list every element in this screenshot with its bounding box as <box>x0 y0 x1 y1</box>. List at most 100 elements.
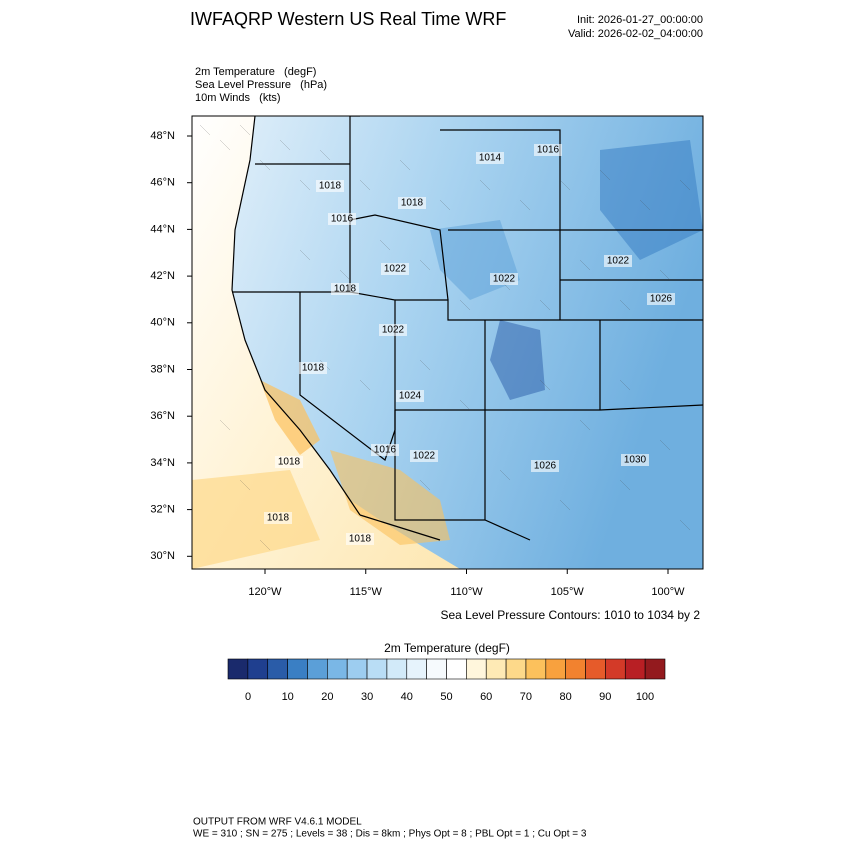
field-label: 10m Winds (kts) <box>195 92 281 104</box>
contour-label-box <box>604 255 632 267</box>
colorbar-tick-label: 80 <box>559 691 571 703</box>
contour-label-box <box>331 283 359 295</box>
colorbar-swatch <box>406 658 427 680</box>
lat-label: 48°N <box>150 130 175 142</box>
contour-label-box <box>264 512 292 524</box>
lat-label: 34°N <box>150 457 175 469</box>
lon-label: 110°W <box>450 586 483 598</box>
colorbar-swatch <box>386 658 408 680</box>
lat-label: 44°N <box>150 223 175 235</box>
colorbar-swatch <box>525 658 547 680</box>
contour-label-box <box>379 324 407 336</box>
contour-label: 1022 <box>607 256 630 267</box>
colorbar-swatch <box>327 658 348 680</box>
contour-label-box <box>316 180 344 192</box>
footer-line: WE = 310 ; SN = 275 ; Levels = 38 ; Dis … <box>193 829 587 840</box>
colorbar-swatch <box>545 658 566 680</box>
contour-label: 1018 <box>267 513 290 524</box>
valid-time: Valid: 2026-02-02_04:00:00 <box>568 28 703 40</box>
map-frame <box>191 115 704 570</box>
colorbar-swatch <box>644 658 666 680</box>
contour-label: 1018 <box>401 198 424 209</box>
contour-label: 1016 <box>537 145 560 156</box>
colorbar-tick-label: 20 <box>321 691 333 703</box>
colorbar-tick-label: 10 <box>282 691 294 703</box>
contour-label-box <box>534 144 562 156</box>
colorbar-swatch <box>585 658 606 680</box>
field-label: 2m Temperature (degF) <box>195 66 316 78</box>
lat-label: 42°N <box>150 270 175 282</box>
contour-label: 1026 <box>650 294 673 305</box>
contour-label: 1022 <box>413 451 436 462</box>
colorbar-tick-label: 30 <box>361 691 373 703</box>
contour-label: 1018 <box>319 181 342 192</box>
lat-label: 38°N <box>150 363 175 375</box>
colorbar-tick-label: 100 <box>636 691 654 703</box>
contour-label: 1016 <box>374 445 397 456</box>
contour-label: 1018 <box>278 457 301 468</box>
colorbar-swatch <box>485 658 507 680</box>
contour-label: 1014 <box>479 153 502 164</box>
contour-label: 1016 <box>331 214 354 225</box>
colorbar-swatch <box>505 658 527 680</box>
colorbar-title: 2m Temperature (degF) <box>384 641 510 655</box>
contour-label-box <box>275 456 303 468</box>
contour-label-box <box>346 533 374 545</box>
colorbar-tick-label: 50 <box>440 691 452 703</box>
contour-label: 1022 <box>493 274 516 285</box>
field-label: Sea Level Pressure (hPa) <box>195 79 327 91</box>
contour-label: 1018 <box>349 534 372 545</box>
colorbar-swatch <box>446 658 467 680</box>
colorbar-tick-label: 60 <box>480 691 492 703</box>
colorbar-swatch <box>307 658 328 680</box>
contour-label: 1026 <box>534 461 557 472</box>
colorbar-tick-label: 90 <box>599 691 611 703</box>
colorbar-swatch <box>605 658 626 680</box>
title: IWFAQRP Western US Real Time WRF <box>190 9 506 29</box>
contour-label-box <box>328 213 356 225</box>
lat-label: 36°N <box>150 410 175 422</box>
colorbar-swatch <box>366 658 388 680</box>
colorbar-swatch <box>346 658 368 680</box>
contour-label-box <box>531 460 559 472</box>
contour-label-box <box>299 362 327 374</box>
lat-label: 46°N <box>150 177 175 189</box>
init-time: Init: 2026-01-27_00:00:00 <box>577 14 703 26</box>
lon-label: 120°W <box>248 586 282 598</box>
colorbar-swatch <box>466 658 487 680</box>
contour-label-box <box>381 263 409 275</box>
colorbar-tick-label: 70 <box>520 691 532 703</box>
contour-label: 1018 <box>334 284 357 295</box>
contour-label-box <box>490 273 518 285</box>
contour-note: Sea Level Pressure Contours: 1010 to 103… <box>441 608 701 622</box>
lat-label: 30°N <box>150 550 175 562</box>
map: 1014 1016 1018 1018 1016 1022 1022 1022 1026 1018… <box>192 116 703 569</box>
colorbar-swatch <box>227 658 249 680</box>
colorbar-swatch <box>247 658 269 680</box>
contour-label: 1030 <box>624 455 647 466</box>
colorbar-swatch <box>267 658 288 680</box>
colorbar-swatch <box>426 658 447 680</box>
colorbar-tick-label: 0 <box>245 691 251 703</box>
contour-label: 1024 <box>399 391 422 402</box>
contour-label-box <box>410 450 438 462</box>
lon-label: 100°W <box>651 586 685 598</box>
lon-label: 115°W <box>350 586 383 598</box>
contour-label-box <box>647 293 675 305</box>
contour-label: 1022 <box>382 325 405 336</box>
lat-label: 32°N <box>150 504 175 516</box>
contour-label-box <box>476 152 504 164</box>
contour-label-box <box>621 454 649 466</box>
contour-label: 1022 <box>384 264 407 275</box>
colorbar-swatch <box>287 658 308 680</box>
colorbar-swatch <box>565 658 586 680</box>
contour-label: 1018 <box>302 363 325 374</box>
contour-label-box <box>396 390 424 402</box>
contour-label-box <box>371 444 399 456</box>
contour-label-box <box>398 197 426 209</box>
lon-label: 105°W <box>551 586 585 598</box>
colorbar-tick-label: 40 <box>401 691 413 703</box>
colorbar-swatch <box>624 658 646 680</box>
footer-line: OUTPUT FROM WRF V4.6.1 MODEL <box>193 817 362 828</box>
